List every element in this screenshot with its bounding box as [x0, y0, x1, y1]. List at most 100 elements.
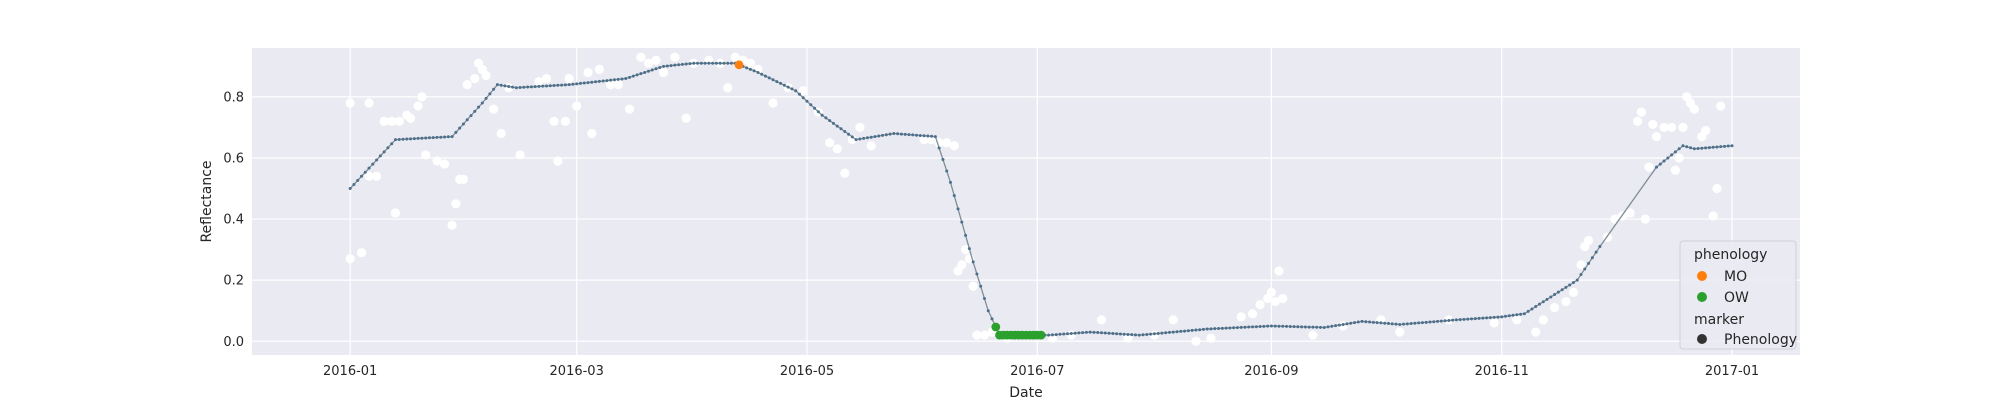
- smoothed-marker: [964, 233, 968, 237]
- smoothed-marker: [1436, 319, 1440, 323]
- smoothed-marker: [1213, 327, 1217, 331]
- observation-point: [1644, 162, 1654, 172]
- smoothed-marker: [582, 81, 586, 85]
- smoothed-marker: [756, 70, 760, 74]
- smoothed-marker: [348, 187, 352, 191]
- smoothed-marker: [722, 61, 726, 65]
- smoothed-marker: [881, 133, 885, 137]
- smoothed-marker: [1564, 285, 1568, 289]
- smoothed-marker: [1341, 322, 1345, 326]
- observation-point: [496, 128, 506, 139]
- smoothed-marker: [1655, 165, 1659, 169]
- smoothed-marker: [1534, 305, 1538, 309]
- smoothed-marker: [1047, 333, 1051, 337]
- x-axis-ticks: 2016-01 2016-03 2016-05 2016-07 2016-09 2016-…: [323, 364, 1759, 379]
- smoothed-marker: [1413, 321, 1417, 325]
- observation-point: [1701, 125, 1711, 136]
- smoothed-marker: [1537, 302, 1541, 306]
- smoothed-marker: [986, 309, 990, 313]
- smoothed-marker: [1058, 332, 1062, 336]
- smoothed-marker: [1126, 332, 1130, 336]
- smoothed-marker: [533, 85, 537, 89]
- smoothed-marker: [431, 136, 435, 140]
- smoothed-marker: [730, 61, 734, 65]
- smoothed-marker: [1583, 267, 1587, 271]
- smoothed-marker: [1704, 146, 1708, 150]
- smoothed-marker: [922, 134, 926, 138]
- smoothed-marker: [1662, 159, 1666, 163]
- smoothed-marker: [975, 272, 979, 276]
- smoothed-marker: [1330, 324, 1334, 328]
- smoothed-marker: [865, 136, 869, 140]
- smoothed-marker: [918, 133, 922, 137]
- smoothed-marker: [548, 84, 552, 88]
- observation-point: [927, 135, 937, 145]
- smoothed-marker: [1722, 144, 1726, 148]
- smoothed-marker: [1100, 331, 1104, 335]
- smoothed-marker: [1285, 324, 1289, 328]
- smoothed-marker: [1296, 325, 1300, 329]
- smoothed-marker: [390, 142, 394, 146]
- smoothed-marker: [952, 194, 956, 198]
- smoothed-marker: [711, 61, 715, 65]
- smoothed-marker: [1590, 256, 1594, 260]
- smoothed-marker: [560, 83, 564, 87]
- smoothed-marker: [1326, 325, 1330, 329]
- y-tick-label: 0.4: [223, 213, 244, 228]
- smoothed-marker: [982, 296, 986, 300]
- smoothed-marker: [1220, 326, 1224, 330]
- observation-point: [1123, 333, 1133, 343]
- smoothed-marker: [1541, 300, 1545, 304]
- legend-box: [1679, 240, 1797, 350]
- smoothed-marker: [541, 84, 545, 88]
- smoothed-marker: [1383, 321, 1387, 325]
- observation-point: [489, 104, 499, 114]
- smoothed-marker: [971, 260, 975, 264]
- observation-point: [390, 208, 401, 218]
- observation-point: [364, 171, 374, 181]
- smoothed-marker: [405, 137, 409, 141]
- smoothed-marker: [511, 85, 515, 89]
- observation-point: [462, 80, 472, 90]
- smoothed-marker: [484, 96, 488, 100]
- smoothed-marker: [1575, 278, 1579, 282]
- observation-point: [345, 98, 355, 108]
- smoothed-marker: [1054, 333, 1058, 337]
- smoothed-marker: [367, 166, 371, 170]
- observation-point: [583, 67, 593, 78]
- observation-point: [979, 330, 990, 340]
- observation-point: [636, 52, 646, 62]
- observation-point: [564, 73, 574, 84]
- smoothed-marker: [1345, 322, 1349, 326]
- smoothed-marker: [499, 83, 503, 87]
- smoothed-marker: [696, 61, 700, 65]
- smoothed-marker: [1673, 150, 1677, 154]
- legend-phenology-entries: MO OW: [1697, 269, 1749, 306]
- smoothed-marker: [903, 132, 907, 136]
- smoothed-marker: [797, 92, 801, 96]
- smoothed-marker: [1719, 145, 1723, 149]
- smoothed-marker: [1398, 322, 1402, 326]
- smoothed-marker: [662, 64, 666, 68]
- observation-point: [972, 330, 982, 340]
- smoothed-marker: [1556, 290, 1560, 294]
- x-tick-label: 2016-07: [1010, 364, 1064, 379]
- observation-point: [534, 77, 544, 87]
- smoothed-marker: [439, 135, 443, 139]
- smoothed-marker: [1439, 319, 1443, 323]
- smoothed-marker: [926, 134, 930, 138]
- y-tick-label: 0.8: [223, 90, 244, 105]
- smoothed-marker: [609, 78, 613, 82]
- legend-label: Phenology: [1724, 332, 1797, 348]
- smoothed-marker: [1141, 333, 1145, 337]
- x-tick-label: 2017-01: [1705, 364, 1759, 379]
- smoothed-marker: [393, 138, 397, 142]
- smoothed-marker: [1451, 318, 1455, 322]
- smoothed-marker: [809, 103, 813, 107]
- observation-point: [1531, 327, 1541, 337]
- smoothed-marker: [397, 137, 401, 141]
- observation-point: [1206, 333, 1216, 343]
- smoothed-marker: [907, 133, 911, 137]
- x-tick-label: 2016-05: [780, 364, 834, 379]
- observation-point: [1255, 299, 1265, 310]
